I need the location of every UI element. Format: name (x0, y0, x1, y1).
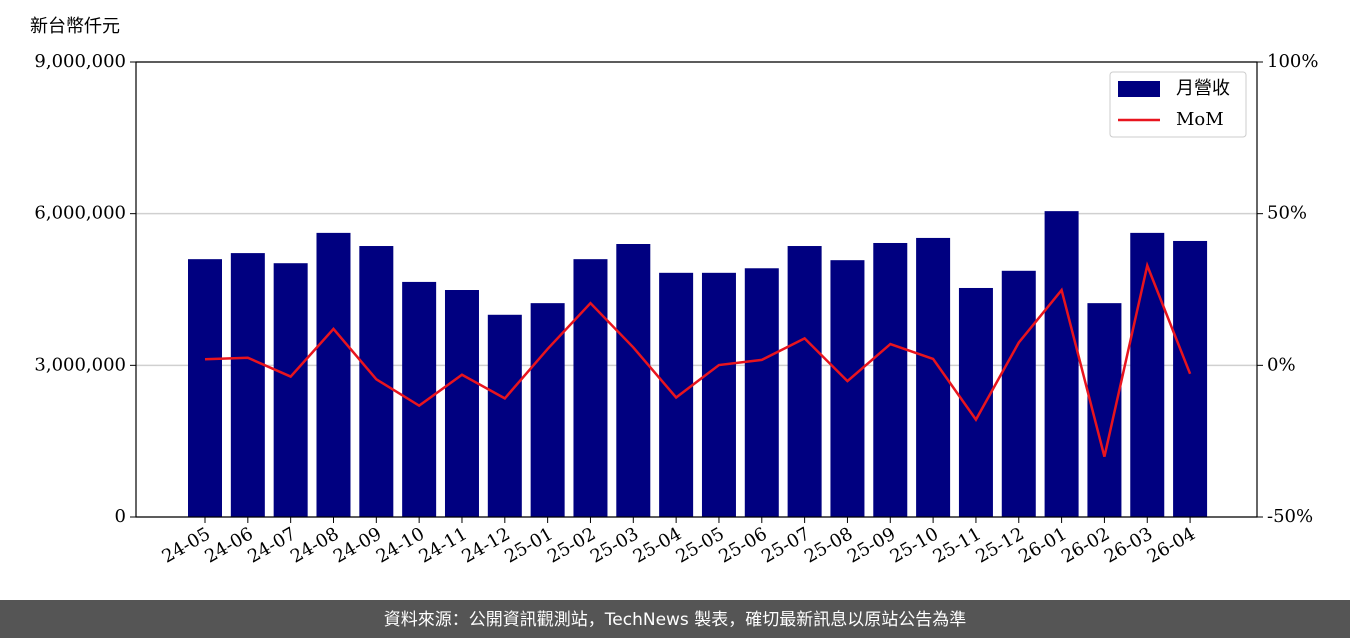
x-tick-label: 25-04 (630, 523, 685, 567)
x-tick-label: 25-05 (673, 523, 728, 567)
x-tick-label: 25-12 (972, 523, 1027, 567)
bar (1044, 211, 1079, 517)
bar (787, 246, 822, 517)
x-tick-label: 24-07 (244, 523, 299, 567)
bar (873, 242, 908, 517)
x-tick-label: 26-01 (1015, 523, 1070, 567)
bar (701, 272, 736, 517)
bar (316, 232, 351, 517)
legend-label: MoM (1176, 109, 1224, 130)
bar (1130, 232, 1165, 517)
x-tick-label: 26-03 (1101, 523, 1156, 567)
bar (444, 290, 479, 517)
x-tick-label: 24-12 (458, 523, 513, 567)
x-tick-label: 25-06 (715, 523, 770, 567)
plot-frame (135, 61, 1258, 518)
y-tick-label: 0 (115, 506, 126, 527)
legend-swatch (1118, 81, 1160, 97)
bar (530, 303, 565, 517)
x-tick-label: 26-04 (1144, 523, 1199, 567)
x-tick-label: 25-09 (844, 523, 899, 567)
x-tick-label: 24-06 (201, 523, 256, 567)
y-tick-label: 3,000,000 (34, 354, 126, 375)
x-tick-label: 24-08 (287, 523, 342, 567)
footer-bar (0, 600, 1350, 638)
x-tick-label: 24-10 (373, 523, 428, 567)
x-tick-label: 25-07 (758, 523, 813, 567)
bar (916, 237, 951, 517)
y2-tick-label: -50% (1267, 506, 1313, 527)
x-tick-label: 24-09 (330, 523, 385, 567)
y-tick-label: 9,000,000 (34, 51, 126, 72)
y2-tick-label: 100% (1267, 51, 1318, 72)
footer-text: 資料來源：公開資訊觀測站，TechNews 製表，確切最新訊息以原站公告為準 (384, 610, 966, 630)
y2-tick-label: 0% (1267, 354, 1296, 375)
y2-tick-label: 50% (1267, 203, 1307, 224)
bar (273, 263, 308, 517)
x-tick-label: 25-08 (801, 523, 856, 567)
bar (1001, 270, 1036, 517)
bar (1173, 240, 1208, 517)
bar (830, 260, 865, 517)
bar (359, 246, 394, 517)
legend-label: 月營收 (1176, 78, 1230, 99)
x-tick-label: 25-02 (544, 523, 599, 567)
line (204, 261, 1192, 457)
bar (487, 314, 522, 517)
y-axis-label: 新台幣仟元 (30, 16, 120, 37)
x-tick-label: 25-10 (887, 523, 942, 567)
x-tick-label: 25-01 (501, 523, 556, 567)
x-tick-label: 24-05 (159, 523, 214, 567)
y-tick-label: 6,000,000 (34, 203, 126, 224)
x-tick-label: 24-11 (416, 523, 471, 567)
x-tick-label: 25-03 (587, 523, 642, 567)
bar (230, 253, 265, 517)
x-tick-label: 26-02 (1058, 523, 1113, 567)
bar (616, 244, 651, 517)
bar (188, 259, 222, 517)
bar (573, 259, 608, 517)
bar (659, 272, 694, 517)
x-tick-label: 25-11 (930, 523, 985, 567)
bar (744, 268, 779, 517)
